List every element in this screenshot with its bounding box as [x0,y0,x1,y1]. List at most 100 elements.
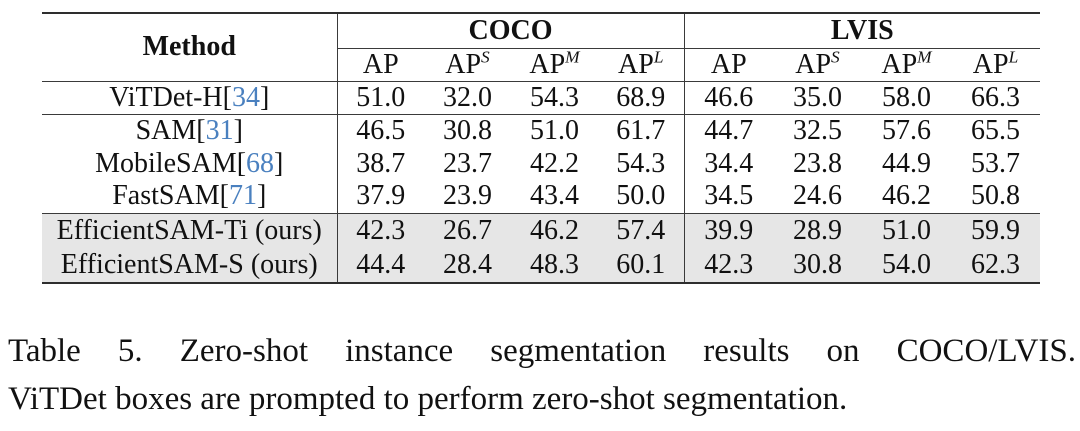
table-header-metric-row: AP APS APM APL AP APS APM APL [42,48,1041,82]
score-cell: 51.0 [337,81,424,115]
score-cell: 30.8 [793,249,842,280]
score-cell: 66.3 [951,81,1041,115]
score-cell: 43.4 [511,180,598,214]
cite-bracket: ] [274,147,284,179]
score-cell: 42.3 [704,249,754,280]
score-cell: 54.3 [598,147,685,180]
cite-bracket: ] [256,180,267,212]
cite-bracket: ] [233,114,243,146]
score-cell: 44.7 [704,114,754,146]
score-cell: 23.8 [793,147,842,179]
col-group-coco: COCO [337,13,685,49]
score-cell: 57.6 [882,114,931,146]
score-cell: 28.4 [443,249,492,280]
score-cell: 46.2 [862,180,951,214]
method-cell: EfficientSAM-S (ours) [42,248,338,283]
col-header-coco-ap-l: APL [598,48,685,82]
col-header-coco-ap-s: APS [424,48,511,82]
table-row-efficientsam-s: EfficientSAM-S (ours) 44.4 28.4 48.3 60.… [42,248,1041,283]
score-cell: 32.0 [424,81,511,115]
metric-superscript: S [481,48,490,67]
citation-link[interactable]: 34 [231,81,260,113]
metric-label: AP [795,48,832,80]
method-cell: ViTDet-H[34] [42,81,338,115]
score-cell: 32.5 [793,114,842,146]
score-cell: 34.4 [704,147,754,179]
score-cell: 57.4 [598,213,685,248]
score-cell: 54.0 [882,249,931,280]
col-group-lvis: LVIS [684,13,1041,49]
cite-bracket: [ [236,147,247,179]
method-name: EfficientSAM-Ti (ours) [56,214,322,246]
score-cell: 38.7 [356,147,406,179]
score-cell: 42.3 [356,214,406,246]
table-row-vitdet-h: ViTDet-H[34] 51.0 32.0 54.3 68.9 46.6 35… [42,81,1041,115]
score-cell: 39.9 [704,214,754,246]
col-header-lvis-ap-m: APM [862,48,951,82]
cite-bracket: [ [219,180,229,212]
score-cell: 48.3 [530,249,579,280]
col-header-coco-ap-m: APM [511,48,598,82]
score-cell: 53.7 [971,147,1021,179]
col-header-method: Method [42,13,338,82]
method-name: MobileSAM [95,147,237,179]
score-cell: 58.0 [862,81,951,115]
score-cell: 37.9 [337,180,424,214]
score-cell: 68.9 [598,81,685,115]
score-cell: 62.3 [971,249,1021,280]
method-cell: MobileSAM[68] [42,147,338,180]
results-table: Method COCO LVIS AP APS APM APL AP APS A… [42,12,1041,284]
citation-link[interactable]: 31 [205,114,234,146]
table-row-fastsam: FastSAM[71] 37.9 23.9 43.4 50.0 34.5 24.… [42,180,1041,214]
score-cell: 65.5 [971,114,1021,146]
citation-link[interactable]: 68 [246,147,275,179]
score-cell: 34.5 [684,180,773,214]
method-name: ViTDet-H [109,81,223,113]
score-cell: 61.7 [598,114,685,147]
metric-superscript: L [1008,48,1019,67]
caption-line: ViTDet boxes are prompted to perform zer… [8,381,848,417]
metric-label: AP [710,48,747,80]
score-cell: 46.6 [684,81,773,115]
col-header-lvis-ap-l: APL [951,48,1041,82]
method-cell: SAM[31] [42,114,338,147]
metric-label: AP [881,48,918,80]
score-cell: 46.5 [356,114,406,146]
table-caption: Table 5. Zero-shot instance segmentation… [8,327,1076,423]
table-header-group-row: Method COCO LVIS [42,13,1041,82]
table-row-sam: SAM[31] 46.5 30.8 51.0 61.7 44.7 32.5 57… [42,114,1040,147]
score-cell: 60.1 [598,248,685,283]
score-cell: 26.7 [443,214,492,246]
method-name: EfficientSAM-S (ours) [60,249,318,280]
col-header-lvis-ap: AP [684,48,773,82]
table-row-efficientsam-ti: EfficientSAM-Ti (ours) 42.3 26.7 46.2 57… [42,213,1041,248]
citation-link[interactable]: 71 [228,180,257,212]
score-cell: 50.8 [951,180,1041,214]
score-cell: 42.2 [530,147,579,179]
metric-superscript: M [917,48,932,67]
metric-superscript: M [565,48,580,67]
method-cell: FastSAM[71] [42,180,338,214]
score-cell: 35.0 [773,81,862,115]
cite-bracket: [ [196,114,206,146]
cite-bracket: [ [222,81,232,113]
col-header-lvis-ap-s: APS [773,48,862,82]
score-cell: 46.2 [530,214,579,246]
score-cell: 50.0 [598,180,685,214]
score-cell: 24.6 [773,180,862,214]
metric-superscript: L [653,48,664,67]
col-header-coco-ap: AP [337,48,424,82]
score-cell: 23.9 [424,180,511,214]
method-name: SAM [135,114,197,146]
score-cell: 51.0 [882,214,931,246]
method-name: FastSAM [112,180,220,212]
metric-superscript: S [831,48,840,67]
score-cell: 30.8 [443,114,492,146]
method-cell: EfficientSAM-Ti (ours) [42,213,338,248]
score-cell: 59.9 [971,214,1021,246]
caption-line: Table 5. Zero-shot instance segmentation… [8,333,1076,369]
metric-label: AP [529,48,566,80]
metric-label: AP [972,48,1009,80]
metric-label: AP [618,48,654,80]
